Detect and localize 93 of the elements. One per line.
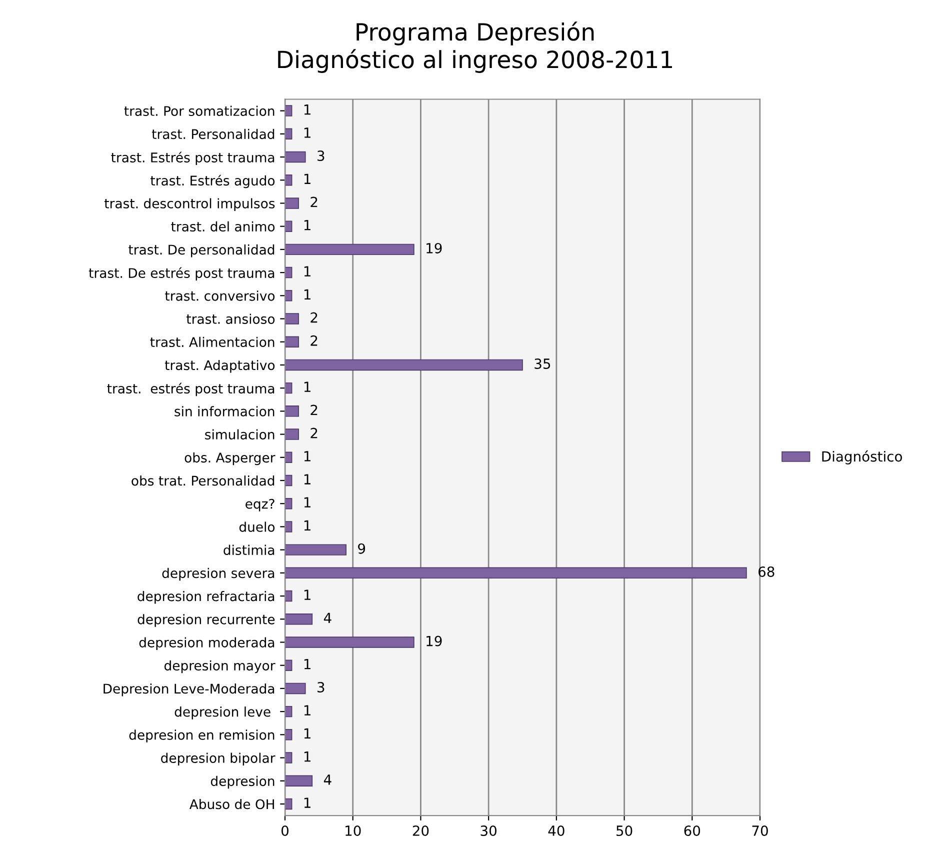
data-label: 68: [758, 566, 774, 577]
bar: [285, 660, 292, 671]
bar: [285, 682, 306, 694]
data-label: 1: [304, 382, 310, 392]
data-label: 4: [324, 612, 332, 623]
data-label: 1: [304, 220, 310, 230]
data-label: 3: [318, 150, 324, 162]
data-label: 3: [318, 682, 324, 692]
bar: [285, 151, 306, 163]
data-label: 35: [534, 358, 550, 369]
y-tick-label: obs trat. Personalidad: [132, 475, 274, 486]
data-label: 1: [304, 798, 310, 808]
data-label: 2: [310, 196, 318, 208]
bar: [285, 105, 292, 116]
data-label: 4: [324, 774, 332, 785]
y-tick-label: simulacion: [205, 429, 274, 440]
x-tick-label: 70: [752, 826, 768, 836]
y-tick-label: depresion refractaria: [138, 591, 274, 604]
data-label: 1: [304, 497, 310, 508]
x-tick-label: 20: [412, 826, 429, 836]
data-label: 1: [304, 128, 310, 138]
data-label: 1: [304, 659, 310, 670]
y-tick-label: trast. Por somatizacion: [124, 106, 274, 116]
x-tick-label: 60: [684, 826, 700, 836]
data-label: 19: [426, 242, 442, 254]
data-label: 1: [304, 289, 310, 300]
data-label: 2: [310, 428, 318, 438]
bar: [285, 220, 292, 232]
bar: [285, 336, 299, 348]
data-label: 1: [304, 266, 310, 276]
y-tick-label: trast. conversivo: [165, 290, 275, 301]
y-tick-label: trast. Alimentacion: [150, 336, 274, 348]
y-tick-label: depresion bipolar: [161, 752, 276, 766]
y-tick-label: depresion moderada: [139, 637, 274, 650]
bar: [285, 359, 523, 371]
y-tick-label: depresion severa: [162, 568, 274, 581]
data-label: 2: [310, 404, 318, 416]
bar: [285, 775, 313, 786]
y-tick-label: trast. ansioso: [186, 314, 275, 324]
data-label: 19: [426, 636, 442, 646]
y-tick-label: trast. Adaptativo: [164, 360, 275, 373]
data-label: 1: [304, 728, 310, 738]
bar: [285, 752, 292, 764]
x-tick-label: 30: [480, 826, 496, 836]
y-tick-label: depresion mayor: [164, 660, 276, 674]
data-label: 2: [310, 312, 318, 323]
bar: [285, 244, 414, 256]
bar: [285, 729, 292, 740]
y-tick-label: trast. estrés post trauma: [107, 382, 274, 396]
y-tick-label: depresion: [210, 776, 274, 789]
bar: [285, 567, 747, 579]
y-tick-label: trast. descontrol impulsos: [104, 198, 275, 211]
data-label: 9: [358, 543, 366, 554]
data-label: 1: [304, 751, 310, 762]
bar: [285, 636, 414, 648]
y-tick-label: trast. De personalidad: [128, 244, 274, 258]
chart-title: Programa Depresión Diagnóstico al ingreso 2008-2011: [278, 22, 672, 73]
y-tick-label: distimia: [224, 544, 274, 556]
data-label: 1: [304, 705, 310, 716]
y-tick-label: trast. Estrés post trauma: [111, 152, 274, 166]
data-label: 1: [304, 451, 310, 462]
data-label: 1: [304, 174, 310, 184]
bar: [285, 544, 346, 556]
bar: [285, 198, 299, 209]
y-tick-label: depresion recurrente: [138, 614, 275, 627]
data-label: 1: [304, 474, 310, 484]
y-tick-label: Depresion Leve-Moderada: [104, 683, 274, 696]
bar: [285, 406, 299, 417]
legend-label: Diagnóstico: [822, 450, 902, 464]
x-tick-label: 0: [281, 826, 288, 836]
bar: [285, 290, 292, 302]
bar: [285, 313, 299, 324]
y-tick-label: trast. del animo: [171, 221, 275, 232]
bar: [285, 614, 313, 625]
x-tick-label: 40: [548, 826, 564, 836]
y-tick-label: depresion leve: [174, 706, 270, 720]
data-label: 2: [310, 335, 318, 346]
bar: [285, 521, 292, 532]
y-tick-label: Abuso de OH: [189, 798, 274, 810]
y-tick-label: eqz?: [246, 498, 274, 512]
x-tick-label: 50: [616, 826, 632, 836]
y-tick-label: obs. Asperger: [184, 452, 276, 466]
data-label: 1: [304, 590, 310, 600]
y-tick-label: trast. Estrés agudo: [150, 174, 275, 188]
y-tick-label: depresion en remision: [129, 730, 274, 742]
y-tick-label: duelo: [239, 522, 275, 532]
y-tick-label: sin informacion: [174, 406, 274, 416]
bar: [285, 428, 299, 440]
data-label: 1: [304, 104, 310, 115]
data-label: 1: [304, 520, 310, 531]
y-tick-label: trast. Personalidad: [152, 128, 274, 140]
x-tick-label: 10: [346, 826, 361, 836]
y-tick-label: trast. De estrés post trauma: [88, 267, 274, 281]
